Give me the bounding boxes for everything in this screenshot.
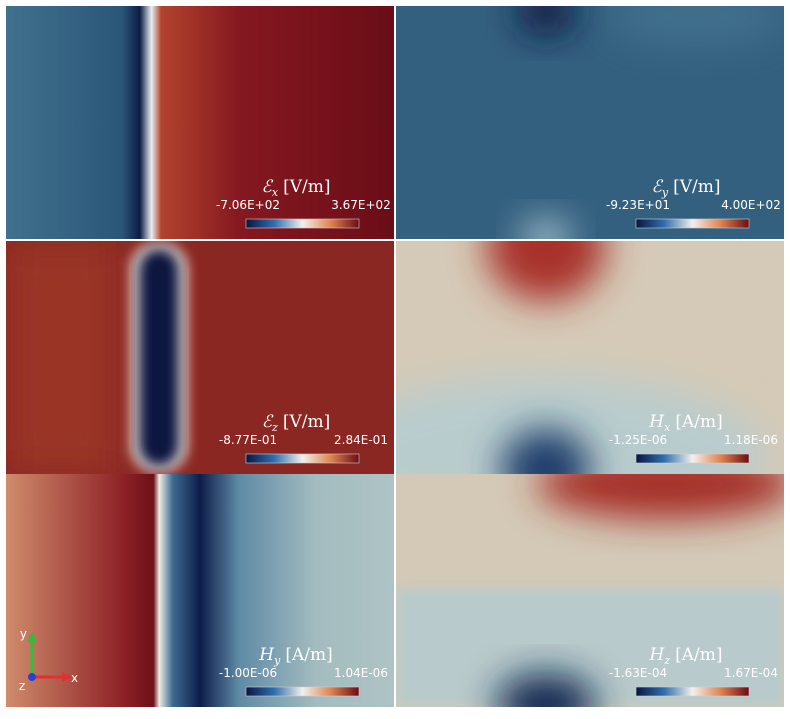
field [6, 241, 116, 474]
colorbar-title: ℰz [V/m] [262, 412, 330, 434]
unit: [A/m] [285, 645, 332, 665]
colorbar-max: 1.67E-04 [724, 666, 778, 680]
field [486, 241, 606, 301]
colorbar [635, 686, 750, 697]
colorbar [245, 453, 360, 464]
field [536, 474, 784, 519]
field [501, 429, 591, 474]
axis-label: z [19, 679, 25, 693]
colorbar-title: ℰy [V/m] [652, 177, 721, 199]
axes-triad: y x z [19, 627, 78, 693]
axis-label: x [71, 671, 78, 685]
field [396, 376, 766, 474]
field-layer [396, 241, 784, 474]
colorbar-title: Hx [A/m] [648, 412, 722, 434]
field-layer [6, 6, 394, 239]
colorbar [635, 218, 750, 229]
unit: [A/m] [675, 645, 722, 665]
field-layer [6, 241, 394, 474]
symbol: ℰ [262, 177, 274, 197]
field [496, 674, 596, 707]
symbol: ℰ [262, 412, 274, 432]
panel: Hz [A/m] -1.63E-04 1.67E-04 [396, 474, 784, 707]
symbol: H [648, 412, 665, 432]
panel: ℰz [V/m] -8.77E-01 2.84E-01 [6, 241, 394, 474]
field-layer [6, 474, 394, 707]
field [516, 6, 576, 36]
colorbar-title: Hz [A/m] [648, 645, 722, 667]
colorbar-title: ℰx [V/m] [262, 177, 331, 199]
colorbar-max: 1.04E-06 [334, 666, 388, 680]
colorbar-max: 2.84E-01 [334, 433, 388, 447]
symbol: H [258, 645, 275, 665]
colorbar-max: 1.18E-06 [724, 433, 778, 447]
colorbar-min: -1.00E-06 [219, 666, 277, 680]
unit: [V/m] [283, 412, 330, 432]
field [521, 219, 571, 239]
colorbar-min: -8.77E-01 [219, 433, 277, 447]
symbol: H [648, 645, 665, 665]
field [6, 474, 394, 707]
field-layer [396, 6, 784, 239]
colorbar-max: 4.00E+02 [721, 198, 781, 212]
subscript: y [273, 654, 281, 667]
unit: [V/m] [283, 177, 330, 197]
colorbar [245, 686, 360, 697]
colorbar-min: -1.25E-06 [609, 433, 667, 447]
field [139, 249, 179, 466]
panel: ℰx [V/m]-7.06E+02 3.67E+02 [6, 6, 394, 239]
subscript: x [272, 186, 279, 199]
subscript: x [664, 421, 671, 434]
symbol: ℰ [652, 177, 664, 197]
axis-label: y [20, 627, 27, 641]
panel: Hy [A/m] -1.00E-06 1.04E-06 [6, 474, 394, 707]
unit: [A/m] [675, 412, 722, 432]
unit: [V/m] [673, 177, 720, 197]
colorbar-max: 3.67E+02 [331, 198, 391, 212]
colorbar-min: -7.06E+02 [216, 198, 280, 212]
colorbar-min: -9.23E+01 [606, 198, 670, 212]
field [606, 6, 784, 46]
field [6, 6, 394, 239]
colorbar [245, 218, 360, 229]
subscript: z [663, 654, 670, 667]
panel: ℰy [V/m]-9.23E+01 4.00E+02 [396, 6, 784, 239]
colorbar-min: -1.63E-04 [609, 666, 667, 680]
subscript: y [661, 186, 669, 199]
colorbar-title: Hy [A/m] [258, 645, 332, 667]
subscript: z [271, 421, 278, 434]
colorbar [635, 453, 750, 464]
panel: Hx [A/m] -1.25E-06 1.18E-06 [396, 241, 784, 474]
